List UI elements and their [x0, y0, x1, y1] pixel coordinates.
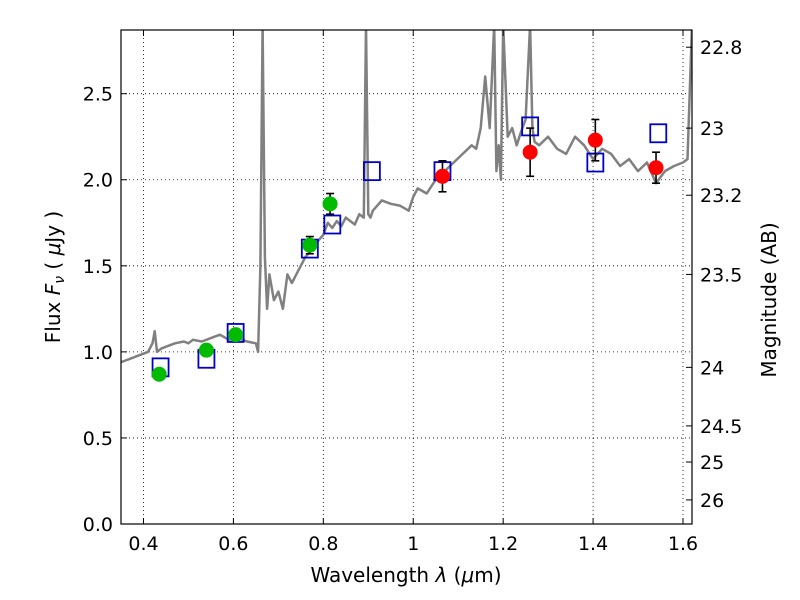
spectrum-line	[121, 30, 692, 364]
grid-layer	[121, 30, 692, 525]
optical-point	[151, 366, 167, 382]
x-tick-label: 0.4	[128, 533, 158, 555]
y-tick-label: 0.5	[83, 428, 113, 450]
model-box-marker	[323, 214, 342, 235]
optical-point	[228, 327, 244, 343]
plot-frame	[120, 29, 693, 525]
nir-point	[587, 132, 603, 148]
x-tick-label: 1.6	[668, 533, 698, 555]
optical-point	[198, 342, 214, 358]
x-tick-label: 1	[407, 533, 419, 555]
nir-point	[648, 160, 664, 176]
y2-tick-label: 23.5	[700, 264, 742, 286]
x-tick-label: 1.4	[578, 533, 608, 555]
y2-tick-label: 24.5	[700, 416, 742, 438]
x-tick-label: 0.8	[308, 533, 338, 555]
x-ticks: 0.4 0.6 0.8 1 1.2 1.4 1.6	[128, 30, 698, 555]
y2-tick-label: 26	[700, 490, 724, 512]
y-axis-label: Flux Fν ( μJy )	[41, 211, 68, 343]
y-tick-label: 2.5	[83, 84, 113, 106]
y-tick-label: 0.0	[83, 514, 113, 536]
nir-point	[434, 168, 450, 184]
x-tick-label: 0.6	[218, 533, 248, 555]
y2-tick-label: 22.8	[700, 37, 742, 59]
model-box-marker	[649, 123, 668, 144]
y2-tick-label: 23.2	[700, 185, 742, 207]
model-box-marker	[362, 161, 381, 182]
y2-tick-label: 23	[700, 118, 724, 140]
y2-tick-label: 24	[700, 357, 724, 379]
y-ticks: 0.0 0.5 1.0 1.5 2.0 2.5	[83, 84, 127, 536]
optical-point	[302, 237, 318, 253]
plot-content	[121, 30, 692, 382]
nir-point	[522, 144, 538, 160]
y2-ticks: 22.8 23 23.2 23.5 24 24.5 25 26	[686, 37, 742, 512]
y-tick-label: 1.5	[83, 256, 113, 278]
y2-tick-label: 25	[700, 452, 724, 474]
optical-point	[322, 196, 338, 212]
x-tick-label: 1.2	[488, 533, 518, 555]
x-axis-label: Wavelength λ (μm)	[310, 563, 501, 587]
y-tick-label: 1.0	[83, 342, 113, 364]
y-tick-label: 2.0	[83, 170, 113, 192]
y2-axis-label: Magnitude (AB)	[757, 222, 781, 377]
